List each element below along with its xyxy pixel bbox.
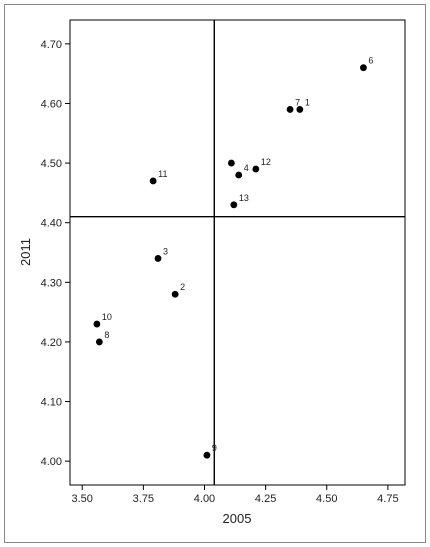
x-tick-label: 4.50 [316,493,337,505]
x-tick-label: 4.75 [377,493,398,505]
y-tick-label: 4.60 [41,98,62,110]
data-point [230,201,238,209]
data-point-label: 9 [212,443,217,453]
data-point-label: 10 [102,312,112,322]
data-point-label: 4 [244,163,249,173]
data-point-label: 11 [158,169,167,179]
y-axis-label: 2011 [18,238,33,266]
y-tick-label: 4.00 [41,456,62,468]
y-tick-label: 4.30 [41,277,62,289]
x-tick-label: 3.75 [133,493,154,505]
data-point [95,338,103,346]
y-tick-label: 4.10 [41,397,62,409]
data-point [360,64,367,72]
x-tick-label: 4.25 [255,493,276,505]
data-point [93,320,101,328]
x-axis-label: 2005 [223,511,252,526]
data-point [154,255,162,262]
reference-lines [70,20,405,485]
y-tick-label: 4.20 [41,337,62,349]
data-point-label: 8 [104,330,109,340]
data-point [286,106,294,113]
data-point [203,451,211,459]
data-point-label: 2 [180,282,185,292]
data-point [149,177,157,185]
x-axis: 3.50 3.75 4.00 4.25 4.50 4.75 [72,485,399,505]
plot-area [69,19,406,486]
data-point [252,165,260,173]
data-point-label: 12 [261,157,271,167]
x-tick-label: 3.50 [72,493,93,505]
data-point-label: 1 [305,97,310,107]
data-point-label: 6 [368,56,373,66]
x-tick-label: 4.00 [194,493,215,505]
data-point [171,290,179,298]
data-point [296,106,304,113]
data-point-label: 3 [163,246,168,256]
y-axis: 4.00 4.10 4.20 4.30 4.40 4.50 4.60 4.70 [41,39,70,468]
data-point [235,171,243,179]
y-tick-label: 4.40 [41,218,62,230]
y-tick-label: 4.70 [41,39,62,51]
data-point [227,159,235,167]
y-tick-label: 4.50 [41,158,62,170]
data-point-label: 7 [295,97,300,107]
data-point-label: 13 [239,193,249,203]
